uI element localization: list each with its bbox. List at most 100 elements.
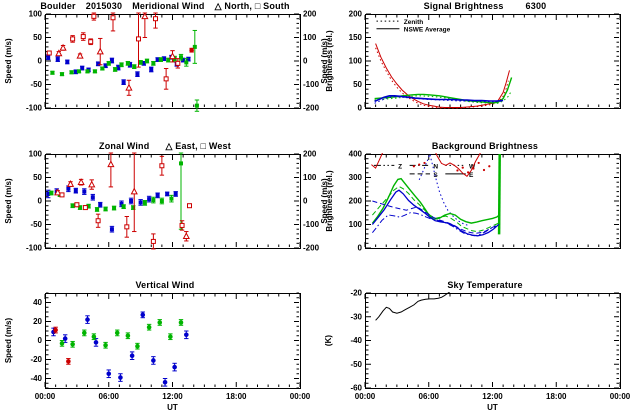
svg-text:00:00: 00:00 [290, 392, 311, 401]
svg-text:Speed (m/s): Speed (m/s) [4, 38, 13, 84]
svg-text:100: 100 [303, 33, 317, 42]
marker-key: △ East, □ West [165, 141, 231, 151]
svg-text:E: E [469, 172, 474, 179]
panel-meridional-wind: -100 -50 0 50 100 -200 -100 0 100 200 Speed (m/s) S… [4, 10, 329, 113]
series-red-average [371, 153, 481, 177]
svg-text:-20: -20 [30, 355, 42, 364]
series-sky-temperature-line [375, 292, 451, 321]
series-green-spike [497, 153, 501, 235]
svg-text:Speed (m/s): Speed (m/s) [4, 178, 13, 224]
svg-text:50: 50 [353, 80, 362, 89]
marker-key: △ North, □ South [214, 1, 290, 11]
panel-vertical-wind: -40 -20 0 20 40 00:00 06:00 12:00 18:00 00:00 UT Sp… [4, 292, 311, 412]
panel-zonal-wind: -100 -50 0 50 100 -200 -100 0 100 200 Speed (m/s) S… [4, 150, 329, 253]
title-zonal-wind: Zonal Wind △ East, □ West [30, 141, 300, 152]
svg-text:12:00: 12:00 [162, 392, 183, 401]
svg-text:00:00: 00:00 [610, 392, 631, 401]
series-blue-line-wind [45, 185, 178, 233]
title-meridional-wind: Boulder 2015030 Meridional Wind △ North,… [25, 1, 305, 12]
svg-text:-60: -60 [350, 384, 362, 393]
svg-text:-40: -40 [350, 336, 362, 345]
panel-name: Sky Temperature [447, 280, 523, 290]
svg-text:18:00: 18:00 [226, 392, 247, 401]
series-red-line-wind [53, 326, 71, 365]
title-sky-temperature: Sky Temperature [350, 280, 620, 290]
svg-text:200: 200 [303, 150, 317, 159]
panel-name: Vertical Wind [135, 280, 195, 290]
series-green-line-2 [372, 185, 500, 233]
svg-text:-100: -100 [26, 104, 43, 113]
series-blue-line-wind [45, 54, 191, 85]
svg-text:Speed (m/s): Speed (m/s) [320, 178, 329, 224]
series-green-line-1 [371, 177, 501, 224]
svg-text:200: 200 [303, 10, 317, 19]
panel-name: Zonal Wind [99, 141, 150, 151]
panel-name: Signal Brightness [423, 1, 504, 11]
svg-text:S: S [433, 172, 438, 179]
series-blue-line-3 [372, 211, 496, 237]
svg-text:50: 50 [33, 33, 42, 42]
panel-signal-brightness: 0 50 100 150 200 Brightness (rel.) ZenithNSWE … [325, 10, 621, 113]
svg-text:-100: -100 [26, 244, 43, 253]
svg-text:0: 0 [303, 57, 308, 66]
svg-text:100: 100 [29, 10, 43, 19]
svg-text:06:00: 06:00 [99, 392, 120, 401]
series-blue-zenith-dotted [418, 153, 470, 227]
svg-text:0: 0 [358, 244, 363, 253]
svg-text:50: 50 [33, 173, 42, 182]
svg-text:-50: -50 [30, 80, 42, 89]
panel-sky-temperature: -60 -50 -40 -30 -20 00:00 06:00 12:00 18:00 00:00… [324, 289, 631, 413]
svg-text:(K): (K) [324, 335, 333, 346]
svg-text:-50: -50 [350, 360, 362, 369]
svg-text:Zenith: Zenith [404, 19, 424, 26]
svg-text:100: 100 [349, 57, 363, 66]
svg-text:40: 40 [33, 298, 42, 307]
svg-text:Z: Z [398, 163, 402, 170]
svg-text:-20: -20 [350, 289, 362, 298]
svg-text:0: 0 [303, 197, 308, 206]
site-label: Boulder [40, 1, 76, 11]
svg-text:Brightness (rel.): Brightness (rel.) [325, 30, 334, 92]
svg-text:-200: -200 [303, 244, 320, 253]
svg-text:0: 0 [358, 104, 363, 113]
series-blue-line-1 [371, 189, 500, 237]
svg-text:-50: -50 [30, 220, 42, 229]
svg-text:18:00: 18:00 [546, 392, 567, 401]
series-blue-zenith [374, 96, 502, 104]
svg-text:UT: UT [487, 403, 498, 412]
svg-text:-40: -40 [30, 374, 42, 383]
svg-text:-100: -100 [303, 80, 320, 89]
svg-text:-200: -200 [303, 104, 320, 113]
panel-name: Meridional Wind [132, 1, 205, 11]
series-green-line-wind [59, 319, 184, 350]
svg-text:Brightness (rel.): Brightness (rel.) [325, 170, 334, 232]
series-blue-nswe-average [374, 95, 504, 103]
svg-text:200: 200 [349, 10, 363, 19]
svg-text:20: 20 [33, 317, 42, 326]
title-signal-brightness: Signal Brightness 6300 [350, 1, 620, 11]
series-blue-line-wind [51, 311, 189, 387]
svg-text:N: N [433, 163, 438, 170]
svg-text:Speed (m/s): Speed (m/s) [320, 38, 329, 84]
svg-text:00:00: 00:00 [35, 392, 56, 401]
title-background-brightness: Background Brightness [350, 141, 620, 151]
svg-text:400: 400 [349, 150, 363, 159]
svg-text:300: 300 [349, 173, 363, 182]
svg-text:100: 100 [349, 220, 363, 229]
series-red-zenith-dots [412, 161, 491, 174]
date-label: 2015030 [85, 1, 123, 11]
series-blue-line-2 [372, 200, 498, 234]
svg-text:00:00: 00:00 [355, 392, 376, 401]
wavelength-label: 6300 [525, 1, 547, 11]
series-red-line-wind [46, 12, 194, 96]
title-vertical-wind: Vertical Wind [30, 280, 300, 290]
svg-text:-30: -30 [350, 312, 362, 321]
svg-text:0: 0 [38, 57, 43, 66]
svg-text:Speed (m/s): Speed (m/s) [4, 317, 13, 363]
svg-text:200: 200 [349, 197, 363, 206]
svg-text:150: 150 [349, 33, 363, 42]
